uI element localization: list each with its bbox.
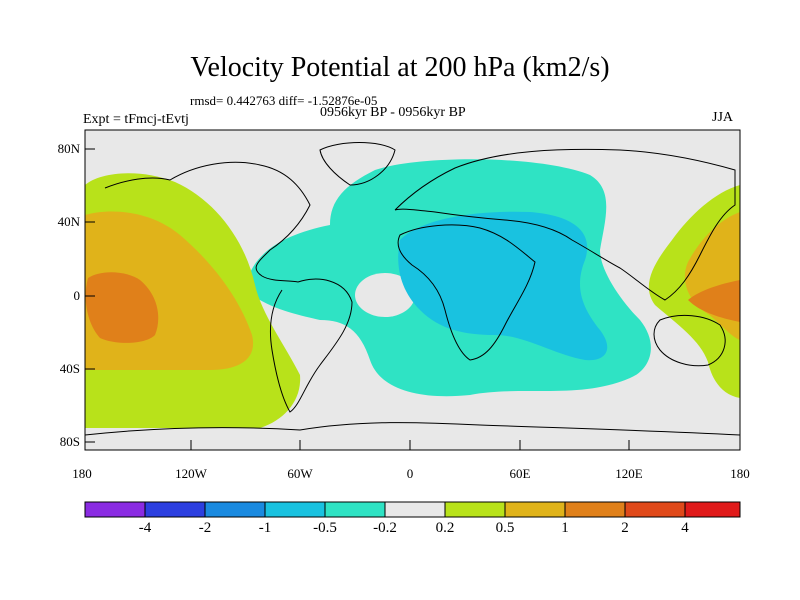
australia-coast xyxy=(653,315,726,367)
colorbar-label-9: 4 xyxy=(681,520,689,536)
colorbar-label-8: 2 xyxy=(621,520,629,536)
lat-label-40n: 40N xyxy=(57,214,80,229)
lon-label-60e: 60E xyxy=(509,466,531,481)
antarctica-coast xyxy=(85,422,740,436)
africa-coast xyxy=(397,224,536,361)
south-america-coast xyxy=(269,278,353,413)
colorbar-box-2 xyxy=(204,501,266,518)
atlantic-gap xyxy=(355,273,415,317)
colorbar-label-6: 0.5 xyxy=(495,520,515,536)
lat-label-80n: 80N xyxy=(57,141,80,156)
lon-label-120w: 120W xyxy=(175,466,207,481)
colorbar-label-7: 1 xyxy=(561,520,569,536)
lat-label-40s: 40S xyxy=(59,361,80,376)
colorbar-box-4 xyxy=(324,501,386,518)
axis-ticks xyxy=(85,148,630,450)
contour-neg-0.5 xyxy=(398,211,608,361)
lon-label-0: 0 xyxy=(406,466,414,481)
stats-text: rmsd= 0.442763 diff= -1.52876e-05 xyxy=(190,93,378,108)
colorbar xyxy=(84,501,741,518)
season-label: JJA xyxy=(712,110,734,125)
colorbar-box-8 xyxy=(564,501,626,518)
colorbar-label-2: -1 xyxy=(258,520,272,536)
greenland-coast xyxy=(319,142,396,186)
contour-pos-1-east xyxy=(688,280,740,322)
colorbar-box-3 xyxy=(264,501,326,518)
colorbar-label-0: -4 xyxy=(138,520,152,536)
contour-pos-1-west xyxy=(85,272,159,343)
map-frame xyxy=(84,129,741,451)
colorbar-box-7 xyxy=(504,501,566,518)
experiment-label: Expt = tFmcj-tEvtj xyxy=(83,112,189,127)
colorbar-label-5: 0.2 xyxy=(435,520,455,536)
map-fields xyxy=(85,130,740,450)
lon-label-120e: 120E xyxy=(615,466,643,481)
colorbar-box-6 xyxy=(444,501,506,518)
colorbar-label-4: -0.2 xyxy=(373,520,397,536)
lat-label-0: 0 xyxy=(73,288,81,303)
colorbar-box-0 xyxy=(84,501,146,518)
colorbar-label-1: -2 xyxy=(198,520,212,536)
lon-label-180w: 180 xyxy=(72,466,92,481)
lat-label-80s: 80S xyxy=(59,434,80,449)
lon-label-60w: 60W xyxy=(287,466,313,481)
map-title: Velocity Potential at 200 hPa (km2/s) xyxy=(190,52,610,83)
colorbar-label-3: -0.5 xyxy=(313,520,337,536)
eurasia-coast xyxy=(394,148,736,301)
lon-label-180e: 180 xyxy=(730,466,750,481)
colorbar-box-9 xyxy=(624,501,686,518)
period-label: 0956kyr BP - 0956kyr BP xyxy=(320,105,466,120)
north-america-coast xyxy=(104,161,311,283)
colorbar-box-1 xyxy=(144,501,206,518)
colorbar-box-10 xyxy=(684,501,741,518)
colorbar-box-5 xyxy=(384,501,446,518)
coastlines xyxy=(85,142,740,436)
